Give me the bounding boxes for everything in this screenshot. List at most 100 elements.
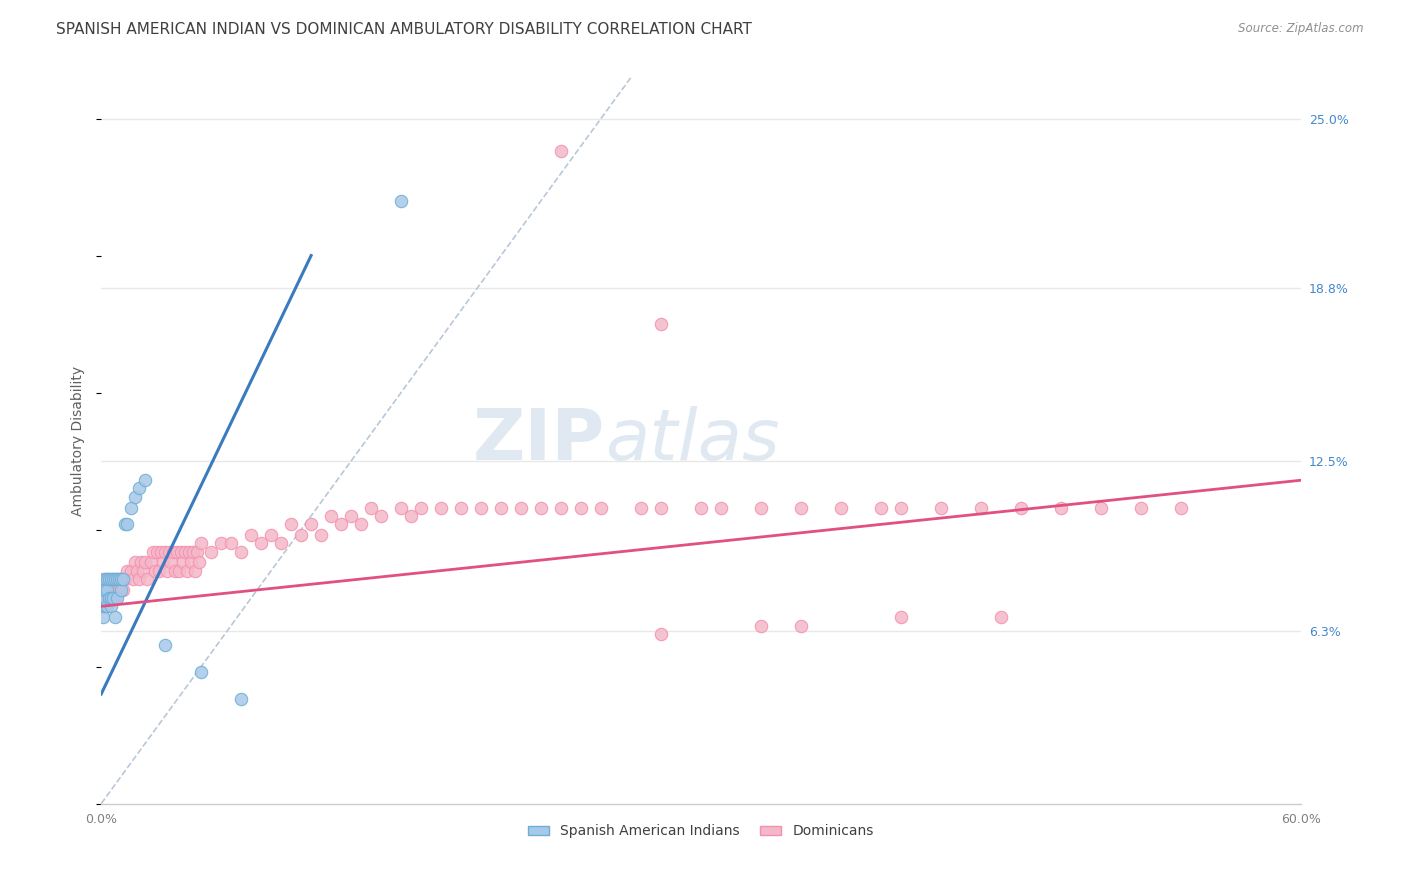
Point — [153, 544, 176, 558]
Point — [91, 572, 114, 586]
Point — [260, 528, 283, 542]
Point — [450, 500, 472, 515]
Point — [650, 317, 672, 331]
Point — [98, 582, 121, 597]
Point — [790, 618, 813, 632]
Point — [650, 626, 672, 640]
Point — [115, 564, 138, 578]
Point — [96, 572, 118, 586]
Point — [309, 528, 332, 542]
Point — [1049, 500, 1071, 515]
Point — [231, 544, 253, 558]
Point — [510, 500, 533, 515]
Point — [186, 544, 208, 558]
Point — [94, 572, 117, 586]
Text: ZIP: ZIP — [472, 406, 605, 475]
Point — [153, 638, 176, 652]
Point — [127, 564, 149, 578]
Point — [156, 564, 179, 578]
Point — [157, 544, 180, 558]
Point — [176, 564, 198, 578]
Point — [167, 564, 190, 578]
Point — [143, 564, 166, 578]
Point — [96, 572, 118, 586]
Point — [120, 564, 142, 578]
Point — [830, 500, 852, 515]
Point — [104, 572, 127, 586]
Point — [120, 500, 142, 515]
Point — [112, 572, 135, 586]
Point — [749, 618, 772, 632]
Point — [128, 572, 150, 586]
Point — [134, 473, 156, 487]
Point — [105, 591, 128, 606]
Point — [160, 556, 183, 570]
Point — [749, 500, 772, 515]
Point — [929, 500, 952, 515]
Point — [299, 517, 322, 532]
Point — [890, 500, 912, 515]
Point — [430, 500, 453, 515]
Legend: Spanish American Indians, Dominicans: Spanish American Indians, Dominicans — [523, 819, 879, 844]
Point — [389, 500, 412, 515]
Point — [360, 500, 382, 515]
Point — [112, 582, 135, 597]
Point — [319, 508, 342, 523]
Point — [340, 508, 363, 523]
Text: atlas: atlas — [605, 406, 779, 475]
Point — [105, 572, 128, 586]
Point — [170, 544, 193, 558]
Point — [115, 517, 138, 532]
Point — [399, 508, 422, 523]
Point — [108, 572, 131, 586]
Point — [114, 517, 136, 532]
Point — [146, 544, 169, 558]
Point — [172, 556, 194, 570]
Point — [108, 582, 131, 597]
Point — [152, 556, 174, 570]
Point — [150, 544, 173, 558]
Point — [530, 500, 553, 515]
Point — [94, 591, 117, 606]
Point — [129, 556, 152, 570]
Point — [219, 536, 242, 550]
Point — [589, 500, 612, 515]
Text: Source: ZipAtlas.com: Source: ZipAtlas.com — [1239, 22, 1364, 36]
Point — [110, 582, 132, 597]
Point — [550, 145, 572, 159]
Point — [470, 500, 492, 515]
Point — [124, 556, 146, 570]
Point — [142, 544, 165, 558]
Point — [200, 544, 222, 558]
Point — [330, 517, 353, 532]
Point — [94, 582, 117, 597]
Point — [350, 517, 373, 532]
Point — [550, 500, 572, 515]
Point — [103, 572, 125, 586]
Point — [790, 500, 813, 515]
Point — [630, 500, 652, 515]
Point — [110, 572, 132, 586]
Point — [710, 500, 733, 515]
Point — [1010, 500, 1032, 515]
Point — [96, 599, 118, 614]
Point — [134, 556, 156, 570]
Point — [1129, 500, 1152, 515]
Point — [104, 610, 127, 624]
Point — [280, 517, 302, 532]
Point — [100, 572, 122, 586]
Point — [128, 482, 150, 496]
Point — [180, 556, 202, 570]
Point — [91, 599, 114, 614]
Point — [104, 591, 127, 606]
Point — [270, 536, 292, 550]
Point — [122, 572, 145, 586]
Point — [489, 500, 512, 515]
Point — [231, 692, 253, 706]
Point — [162, 544, 184, 558]
Point — [91, 610, 114, 624]
Point — [209, 536, 232, 550]
Point — [290, 528, 312, 542]
Point — [96, 582, 118, 597]
Point — [91, 582, 114, 597]
